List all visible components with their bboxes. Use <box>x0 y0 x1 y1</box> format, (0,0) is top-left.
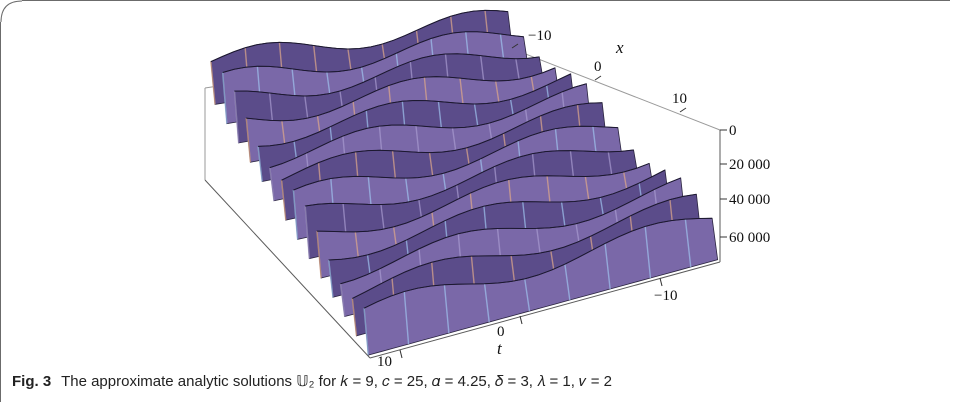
surface-crest <box>222 31 524 73</box>
z-axis: 0 20 000 40 000 60 000 <box>720 123 770 246</box>
surface-crest <box>258 73 571 147</box>
surface-highlight <box>304 205 311 259</box>
bounding-box-front <box>204 130 721 359</box>
surface-highlight <box>684 219 692 268</box>
x-tick-label: −10 <box>528 28 551 44</box>
surface-highlight <box>292 190 299 240</box>
surface-crest <box>210 9 508 63</box>
surface-highlight <box>644 226 652 279</box>
surface-crest <box>305 149 634 207</box>
z-tick-label: 0 <box>729 123 737 139</box>
z-tick-label: 60 000 <box>729 230 770 246</box>
surface-highlight <box>339 283 346 317</box>
surface-highlight <box>443 284 450 334</box>
frame-corner-arc <box>0 0 23 23</box>
surface-crest <box>281 102 603 181</box>
surface-highlight <box>233 91 240 144</box>
surface-highlight <box>564 264 571 301</box>
z-tick-label: 40 000 <box>729 192 770 208</box>
t-axis: −10 0 10 t <box>377 277 677 370</box>
surface-crest <box>352 193 697 299</box>
surface-highlight <box>403 291 410 345</box>
x-tick-label: 0 <box>594 59 602 75</box>
surface-highlight <box>280 180 287 221</box>
surface-crest <box>234 53 540 97</box>
surface-highlight <box>245 118 252 163</box>
surface-crest <box>269 83 587 169</box>
surface-ridges <box>210 9 719 356</box>
caption-text: The approximate analytic solutions 𝕌₂ fo… <box>61 373 612 390</box>
x-axis: −10 0 10 x <box>511 28 687 113</box>
surface-crest <box>316 162 650 233</box>
surface-crest <box>293 125 618 191</box>
surface-crest <box>340 177 681 285</box>
surface-highlight <box>363 308 369 356</box>
surface-highlight <box>257 146 263 182</box>
surface-highlight <box>210 61 216 105</box>
surface-highlight <box>269 167 275 201</box>
surface-highlight <box>328 259 334 298</box>
surface-highlight <box>483 283 490 323</box>
surface-highlight <box>316 231 322 279</box>
surface-crest <box>328 169 666 261</box>
z-tick-label: 20 000 <box>729 157 770 173</box>
figure-label: Fig. 3 <box>12 373 52 390</box>
figure-frame-top <box>22 0 950 1</box>
figure-caption: Fig. 3 The approximate analytic solution… <box>12 372 942 390</box>
x-tick-label: 10 <box>672 91 687 107</box>
surface-highlight <box>221 72 228 124</box>
surface-crest <box>246 67 556 122</box>
figure-frame-left <box>0 22 1 402</box>
x-axis-label: x <box>615 38 624 57</box>
surface-highlight <box>604 243 611 290</box>
t-tick-label: 10 <box>377 354 392 370</box>
surface-crest <box>363 217 713 309</box>
t-tick-label: 0 <box>497 324 505 340</box>
t-axis-label: t <box>497 339 503 358</box>
surface-highlight <box>524 278 531 312</box>
t-tick-label: −10 <box>654 288 677 304</box>
surface-highlight <box>351 298 358 336</box>
